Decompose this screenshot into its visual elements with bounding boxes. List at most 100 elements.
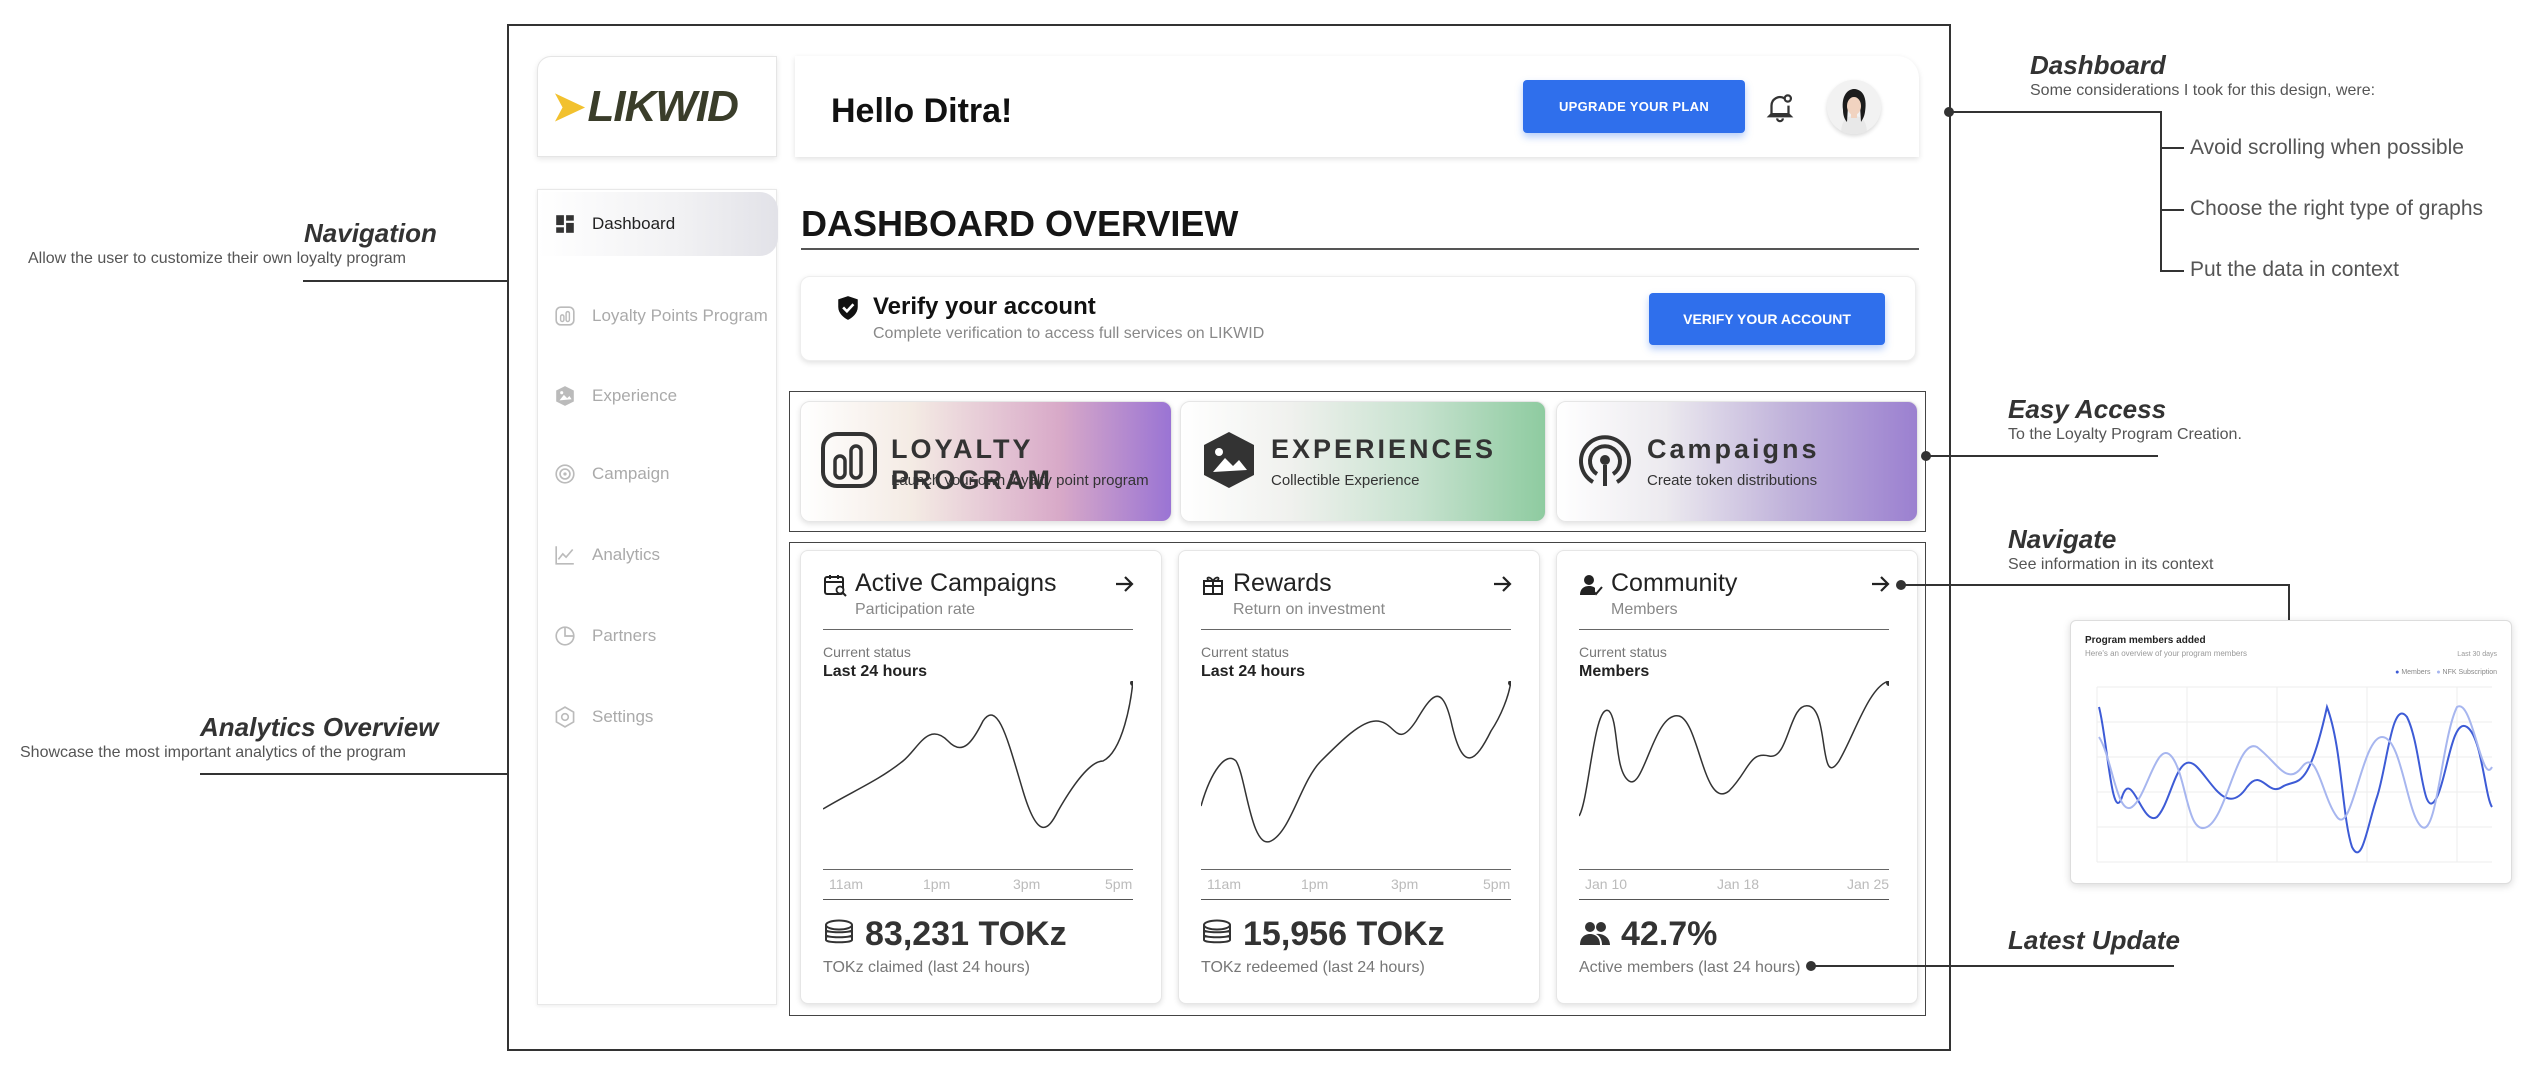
sidebar-item-label: Dashboard xyxy=(592,214,676,233)
sidebar-item-loyalty[interactable]: Loyalty Points Program xyxy=(538,284,778,348)
sidebar-item-campaign[interactable]: Campaign xyxy=(538,442,778,506)
chart-axis xyxy=(823,869,1133,870)
sidebar-item-label: Campaign xyxy=(592,464,670,483)
mini-chart-range: Last 30 days xyxy=(2457,651,2497,658)
card-status-label: Current status xyxy=(1201,644,1289,660)
logo-text: LIKWID xyxy=(587,81,739,131)
feature-card-experiences[interactable]: EXPERIENCES Collectible Experience xyxy=(1180,401,1546,522)
analytics-icon xyxy=(555,546,574,565)
sidebar-item-analytics[interactable]: Analytics xyxy=(538,523,778,587)
mini-chart-subtitle: Here's an overview of your program membe… xyxy=(2085,649,2248,658)
annotation-easy-access-subtitle: To the Loyalty Program Creation. xyxy=(2008,426,2242,443)
sidebar-item-partners[interactable]: Partners xyxy=(538,604,778,668)
annotation-navigation-title: Navigation xyxy=(304,218,437,248)
annotation-latest-dot xyxy=(1806,961,1816,971)
chart-tick: Jan 10 xyxy=(1585,876,1628,892)
dashboard-icon xyxy=(556,215,574,233)
coins-icon xyxy=(1203,919,1231,944)
shield-check-icon xyxy=(838,296,858,320)
sidebar: Dashboard Loyalty Points Program Experie… xyxy=(537,189,778,1005)
annotation-latest-line xyxy=(1812,965,2174,967)
analytics-outline xyxy=(789,542,1926,1016)
user-check-icon xyxy=(1580,575,1603,596)
analytics-card-rewards[interactable]: Rewards Return on investment Current sta… xyxy=(1178,550,1540,1004)
logo-mark-icon: ➤ xyxy=(552,84,586,129)
chart-tick: 11am xyxy=(1207,876,1241,892)
card-line-chart xyxy=(823,681,1133,828)
loyalty-program-icon xyxy=(821,432,877,488)
arrow-right-icon[interactable] xyxy=(1869,573,1891,595)
feature-subtitle: Create token distributions xyxy=(1647,472,1818,489)
annotation-bullet: Avoid scrolling when possible xyxy=(2190,136,2464,159)
card-divider xyxy=(823,629,1133,630)
sidebar-item-settings[interactable]: Settings xyxy=(538,685,778,749)
annotation-navigate-dot xyxy=(1896,580,1906,590)
campaigns-icon xyxy=(1579,435,1631,486)
upgrade-plan-button[interactable]: UPGRADE YOUR PLAN xyxy=(1523,80,1745,133)
card-value: 15,956 TOKz xyxy=(1243,915,1445,953)
annotation-bullets-vline xyxy=(2160,111,2162,271)
annotation-navigation-line xyxy=(303,280,533,282)
feature-card-campaigns[interactable]: Campaigns Create token distributions xyxy=(1556,401,1918,522)
logo-card[interactable]: ➤ LIKWID xyxy=(537,56,777,157)
mini-chart-title: Program members added xyxy=(2085,635,2206,646)
sidebar-item-label: Settings xyxy=(592,707,654,726)
annotation-dashboard-subtitle: Some considerations I took for this desi… xyxy=(2030,82,2376,99)
loyalty-icon xyxy=(555,306,575,326)
annotation-dashboard-title: Dashboard xyxy=(2030,50,2166,80)
feature-subtitle: Collectible Experience xyxy=(1271,472,1420,489)
card-status-label: Current status xyxy=(823,644,911,660)
annotation-bullet: Choose the right type of graphs xyxy=(2190,197,2484,220)
annotation-bullet-tick xyxy=(2160,147,2184,149)
sidebar-item-experience[interactable]: Experience xyxy=(538,364,778,428)
users-icon xyxy=(1580,922,1610,945)
partners-icon xyxy=(555,626,575,646)
card-value: 42.7% xyxy=(1621,915,1718,953)
annotation-navigate-line xyxy=(1902,584,2290,586)
analytics-card-community[interactable]: Community Members Current status Members… xyxy=(1556,550,1918,1004)
chart-axis xyxy=(1579,869,1889,870)
arrow-right-icon[interactable] xyxy=(1491,573,1513,595)
members-chart-preview[interactable]: Program members added Here's an overview… xyxy=(2070,620,2512,884)
verify-account-card: Verify your account Complete verificatio… xyxy=(800,276,1916,361)
verify-title: Verify your account xyxy=(873,293,1096,320)
annotation-easy-access-title: Easy Access xyxy=(2008,394,2167,424)
annotation-bullet-tick xyxy=(2160,270,2184,272)
verify-account-button[interactable]: VERIFY YOUR ACCOUNT xyxy=(1649,293,1885,345)
card-divider xyxy=(1579,899,1889,900)
annotation-analytics-title: Analytics Overview xyxy=(200,712,439,742)
easy-access-outline xyxy=(789,391,1926,532)
top-header: Hello Ditra! UPGRADE YOUR PLAN xyxy=(795,56,1919,157)
chart-tick: 1pm xyxy=(923,876,951,892)
experiences-icon xyxy=(1204,432,1254,488)
bell-icon[interactable] xyxy=(1763,90,1797,124)
mini-chart-legend: ● Members ● NFK Subscription xyxy=(2395,669,2497,676)
card-caption: TOKz claimed (last 24 hours) xyxy=(823,959,1030,976)
user-avatar-icon xyxy=(1827,80,1881,134)
arrow-right-icon[interactable] xyxy=(1113,573,1135,595)
avatar[interactable] xyxy=(1827,80,1881,134)
sidebar-item-dashboard[interactable]: Dashboard xyxy=(538,192,778,256)
card-divider xyxy=(823,899,1133,900)
card-line-chart xyxy=(1579,681,1889,817)
verify-subtitle: Complete verification to access full ser… xyxy=(873,325,1265,342)
chart-tick: 3pm xyxy=(1391,876,1419,892)
feature-subtitle: Launch your own loyalty point program xyxy=(891,472,1149,489)
card-period: Members xyxy=(1579,663,1650,680)
annotation-navigate-title: Navigate xyxy=(2008,524,2117,554)
annotation-dashboard-line xyxy=(1950,111,2160,113)
annotation-navigate-vline xyxy=(2288,584,2290,620)
gift-icon xyxy=(1203,576,1223,595)
mini-line-chart xyxy=(2096,686,2493,863)
analytics-card-campaigns[interactable]: Active Campaigns Participation rate Curr… xyxy=(800,550,1162,1004)
sidebar-item-label: Analytics xyxy=(592,545,661,564)
feature-title: EXPERIENCES xyxy=(1271,434,1497,464)
annotation-navigation-subtitle: Allow the user to customize their own lo… xyxy=(28,250,406,267)
page-title: DASHBOARD OVERVIEW xyxy=(801,203,1239,244)
chart-tick: 5pm xyxy=(1483,876,1511,892)
annotation-bullet-tick xyxy=(2160,209,2184,211)
legend-members: Members xyxy=(2401,669,2431,676)
chart-tick: Jan 18 xyxy=(1717,876,1760,892)
annotation-bullet: Put the data in context xyxy=(2190,258,2399,281)
feature-card-loyalty[interactable]: LOYALTY PROGRAM Launch your own loyalty … xyxy=(800,401,1172,522)
